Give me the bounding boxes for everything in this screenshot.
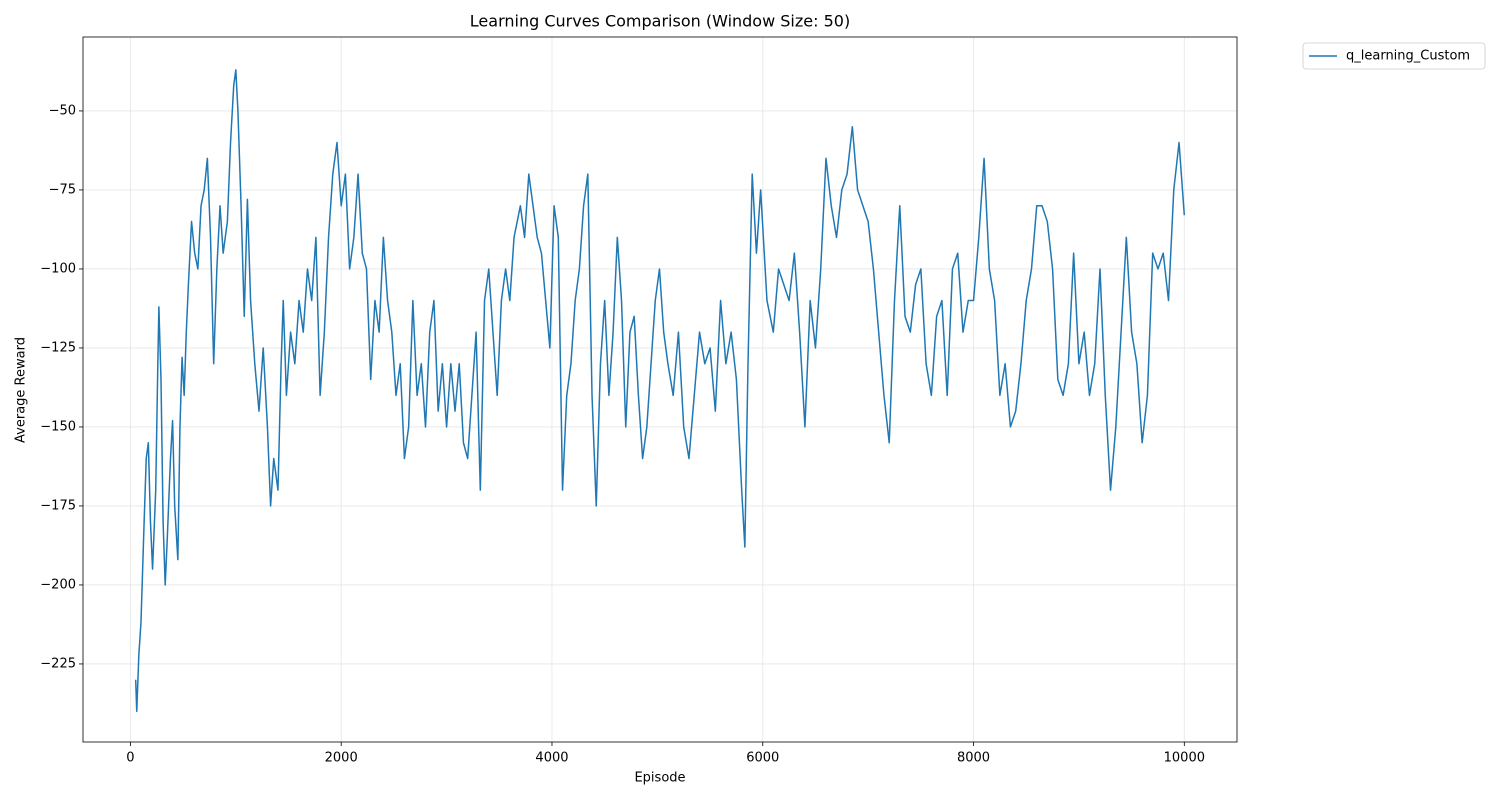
x-tick-label: 0 — [126, 751, 134, 766]
legend-box — [1302, 42, 1486, 70]
x-tick-label: 10000 — [1164, 751, 1205, 766]
x-tick-label: 4000 — [535, 751, 568, 766]
y-tick-label: −150 — [40, 419, 76, 434]
y-tick-label: −175 — [40, 498, 76, 513]
chart-title: Learning Curves Comparison (Window Size:… — [470, 12, 850, 31]
x-tick-label: 6000 — [746, 751, 779, 766]
y-tick-label: −125 — [40, 340, 76, 355]
y-tick-label: −75 — [49, 182, 76, 197]
y-tick-label: −50 — [49, 103, 76, 118]
y-axis-label: Average Reward — [14, 337, 29, 443]
plot-frame — [82, 36, 1238, 743]
line-series — [134, 69, 1186, 713]
x-axis-label: Episode — [634, 771, 685, 786]
y-tick-label: −100 — [40, 261, 76, 276]
legend-label: q_learning_Custom — [1346, 49, 1470, 64]
y-tick-label: −225 — [40, 656, 76, 671]
y-tick-label: −200 — [40, 577, 76, 592]
x-tick-label: 8000 — [957, 751, 990, 766]
x-tick-label: 2000 — [325, 751, 358, 766]
